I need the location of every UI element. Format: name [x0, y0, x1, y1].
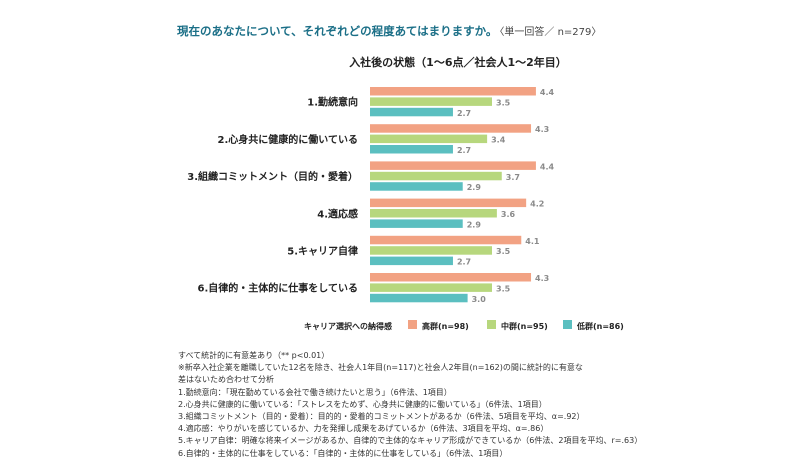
- bar: [370, 283, 492, 292]
- bar: [370, 235, 522, 245]
- data-label: 4.4: [540, 162, 555, 171]
- bar: [370, 87, 536, 96]
- legend-label: 中群(n=95): [501, 321, 548, 331]
- data-label: 3.5: [496, 284, 511, 293]
- footnote-line: 6.自律的・主体的に仕事をしている：「自律的・主体的に仕事をしている」（6件法、…: [178, 448, 508, 458]
- footnote-line: すべて統計的に有意差あり（** p<0.01）: [178, 351, 330, 360]
- category-label: 1.勤続意向: [307, 96, 358, 109]
- footnote-line: 1.勤続意向：「現在勤めている会社で働き続けたいと思う」（6件法、1項目）: [178, 387, 452, 397]
- data-label: 2.9: [467, 220, 482, 229]
- category-label: 4.適応感: [317, 207, 358, 220]
- bar: [370, 209, 497, 218]
- bar: [370, 293, 468, 303]
- question-text: 現在のあなたについて、それぞれどの程度あてはまりますか。: [177, 24, 498, 38]
- data-label: 2.9: [467, 183, 482, 192]
- data-label: 3.5: [496, 98, 511, 107]
- data-label: 2.7: [457, 258, 471, 267]
- footnote-line: 3.組織コミットメント（目的・愛着）：目的的・愛着的コミットメントがあるか（6件…: [178, 411, 585, 421]
- data-label: 3.6: [501, 210, 516, 219]
- category-label: 6.自律的・主体的に仕事をしている: [198, 282, 358, 295]
- legend-swatch: [563, 320, 572, 329]
- bar: [370, 97, 492, 106]
- bar: [370, 171, 502, 181]
- bar: [370, 124, 532, 133]
- data-label: 4.1: [525, 237, 540, 246]
- data-label: 3.7: [506, 173, 520, 182]
- data-label: 4.2: [530, 200, 544, 209]
- legend-swatch: [408, 320, 417, 329]
- data-label: 4.3: [535, 274, 549, 283]
- legend-title: キャリア選択への納得感: [304, 321, 392, 331]
- bar: [370, 246, 492, 255]
- category-label: 3.組織コミットメント（目的・愛着）: [187, 170, 358, 183]
- data-label: 3.4: [491, 136, 506, 145]
- data-label: 3.0: [472, 295, 487, 304]
- footnote-line: 差はないため合わせて分析: [178, 375, 274, 385]
- question-meta: 〈単一回答／ n=279〉: [499, 27, 602, 38]
- bar: [370, 107, 453, 117]
- category-label: 5.キャリア自律: [287, 244, 358, 257]
- legend-label: 高群(n=98): [422, 321, 469, 331]
- footnote-line: 2.心身共に健康的に働いている：「ストレスをためず、心身共に健康的に働いている」…: [178, 399, 547, 409]
- category-label: 2.心身共に健康的に働いている: [218, 133, 358, 146]
- legend-label: 低群(n=86): [576, 321, 624, 331]
- survey-question: 現在のあなたについて、それぞれどの程度あてはまりますか。 〈単一回答／ n=279…: [177, 23, 601, 39]
- bar: [370, 273, 532, 282]
- chart-title: 入社後の状態（1〜6点／社会人1〜2年目）: [349, 55, 567, 69]
- footnotes: すべて統計的に有意差あり（** p<0.01） ※新卒入社企業を離職していた12名…: [178, 350, 642, 460]
- footnote-line: 5.キャリア自律：明確な将来イメージがあるか、自律的で主体的なキャリア形成ができ…: [178, 436, 643, 446]
- bar: [370, 145, 453, 154]
- footnote-line: ※新卒入社企業を離職していた12名を除き、社会人1年目(n=117)と社会人2年…: [178, 363, 583, 373]
- data-label: 4.3: [535, 125, 549, 134]
- bar: [370, 182, 463, 191]
- legend: キャリア選択への納得感 高群(n=98) 中群(n=95) 低群(n=86): [304, 320, 624, 331]
- data-label: 4.4: [540, 88, 555, 97]
- data-label: 2.7: [457, 146, 471, 155]
- footnote-line: 4.適応感：やりがいを感じているか、力を発揮し成果をあげているか（6件法、3項目…: [178, 424, 549, 434]
- bar: [370, 134, 488, 144]
- bars-layer: 1.勤続意向 4.4 3.5 2.7 2.心身共に健康的に働いている 4.3 3.4 2.7 3…: [187, 87, 555, 304]
- bar: [370, 161, 536, 170]
- data-label: 2.7: [457, 109, 471, 118]
- bar: [370, 198, 527, 208]
- bar: [370, 256, 453, 266]
- bar: [370, 219, 463, 228]
- legend-swatch: [487, 320, 496, 329]
- data-label: 3.5: [496, 247, 511, 256]
- bar-chart: 入社後の状態（1〜6点／社会人1〜2年目） 1.勤続意向 4.4 3.5 2.7 2.心…: [187, 55, 624, 331]
